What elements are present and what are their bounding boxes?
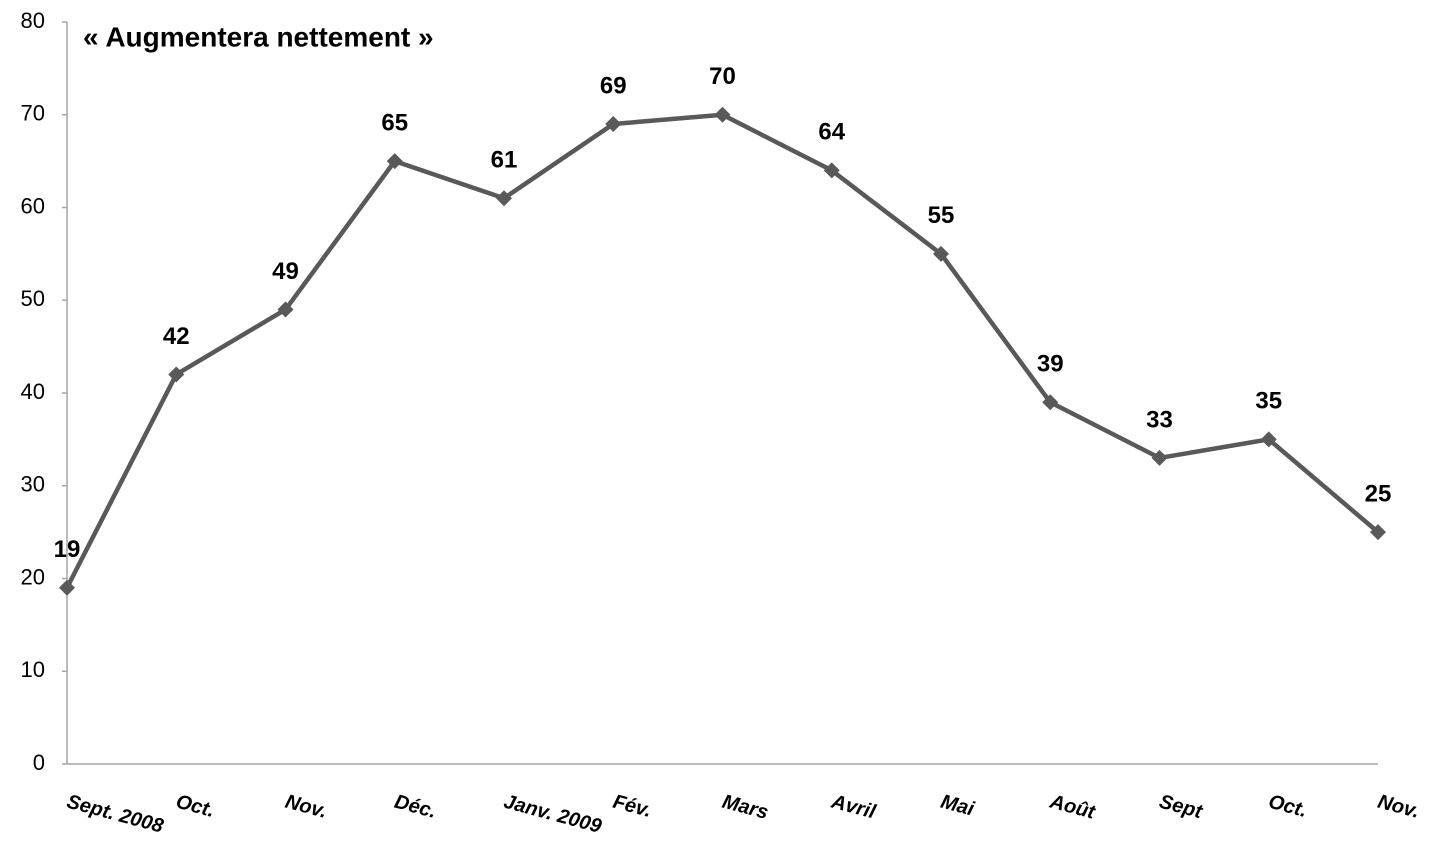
data-label: 35 — [1255, 388, 1282, 415]
x-tick-label: Nov. — [283, 791, 330, 823]
y-tick-label: 60 — [21, 193, 45, 218]
data-label: 19 — [54, 536, 81, 563]
data-label: 55 — [928, 202, 955, 229]
line — [64, 112, 1380, 589]
y-tick-label: 30 — [21, 472, 45, 497]
x-tick-label: Mars — [720, 791, 771, 824]
marker — [605, 116, 622, 133]
data-label: 64 — [818, 119, 845, 146]
data-label: 69 — [600, 72, 627, 99]
marker — [1370, 524, 1386, 541]
y-tick-label: 10 — [21, 657, 45, 682]
data-label: 42 — [163, 323, 190, 350]
marker — [933, 245, 949, 262]
x-tick-label: Avril — [828, 790, 878, 823]
marker — [823, 162, 840, 179]
data-label: 65 — [381, 109, 408, 136]
y-tick-label: 70 — [21, 101, 45, 126]
x-tick-label: Déc. — [392, 791, 439, 823]
marker — [59, 579, 75, 596]
marker — [496, 190, 512, 207]
x-tick-label: Oct. — [1266, 791, 1309, 822]
marker — [168, 366, 185, 383]
x-tick-label: Août — [1047, 790, 1099, 824]
y-tick-label: 40 — [21, 379, 45, 404]
x-tick-label: Mai — [938, 791, 976, 821]
y-tick-label: 80 — [21, 8, 45, 33]
chart-title: « Augmentera nettement » — [83, 21, 434, 52]
marker — [1260, 431, 1277, 448]
data-label: 61 — [491, 147, 518, 174]
y-tick-label: 20 — [21, 564, 45, 589]
data-label: 70 — [709, 63, 736, 90]
x-tick-label: Oct. — [174, 791, 217, 822]
data-label: 49 — [272, 258, 299, 285]
marker — [386, 153, 403, 170]
x-tick-label: Sept — [1157, 791, 1206, 824]
data-label: 39 — [1037, 351, 1064, 378]
y-tick-label: 50 — [21, 286, 45, 311]
x-tick-label: Nov. — [1375, 791, 1422, 823]
marker — [714, 106, 731, 123]
data-label: 25 — [1365, 480, 1392, 507]
marker — [1042, 394, 1059, 411]
data-label: 33 — [1146, 406, 1173, 433]
x-tick-label: Fév. — [611, 791, 654, 822]
y-tick-label: 0 — [33, 750, 45, 775]
x-tick-label: Janv. 2009 — [501, 791, 604, 838]
marker — [277, 301, 294, 318]
x-tick-label: Sept. 2008 — [64, 791, 166, 838]
marker — [1151, 449, 1168, 466]
